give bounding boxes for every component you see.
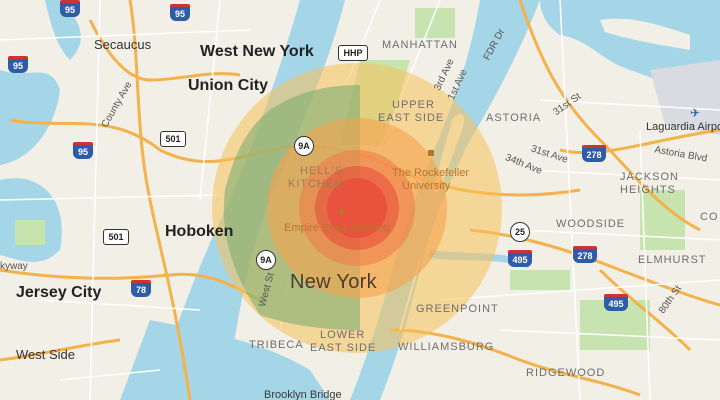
fireball-core	[327, 178, 387, 238]
laguardia-airport-area	[650, 60, 720, 135]
label-heights: HEIGHTS	[620, 184, 676, 196]
label-upper: UPPER	[392, 99, 435, 111]
shield-i95-mid: 95	[73, 142, 93, 159]
bqe-north	[518, 0, 701, 232]
label-empire-state: Empire State Building	[284, 222, 390, 234]
label-hells: HELL'S	[300, 165, 343, 177]
park-queens	[640, 190, 685, 250]
label-greenpoint: GREENPOINT	[416, 303, 499, 315]
label-tribeca: TRIBECA	[249, 339, 304, 351]
label-jersey-city: Jersey City	[16, 284, 102, 301]
label-corona: CO	[700, 211, 719, 223]
woodhaven-blvd	[598, 268, 692, 352]
label-jackson: JACKSON	[620, 171, 679, 183]
label-west-side: West Side	[16, 347, 76, 362]
empire-state-marker	[339, 209, 345, 215]
rikers-island	[600, 18, 690, 50]
label-elmhurst: ELMHURST	[638, 254, 707, 266]
shield-9a-a: 9A	[294, 136, 314, 156]
shield-i95-top: 95	[60, 0, 80, 17]
label-williamsburg: WILLIAMSBURG	[398, 341, 495, 353]
label-kitchen: KITCHEN	[288, 178, 344, 190]
shield-i95-top2: 95	[170, 4, 190, 21]
shield-i495-a: 495	[508, 250, 532, 267]
label-laguardia: Laguardia Airport	[646, 121, 720, 133]
shield-i278-a: 278	[582, 145, 606, 162]
label-west-new-york: West New York	[200, 43, 314, 60]
park-jersey	[15, 220, 45, 245]
shield-i95-left: 95	[8, 56, 28, 73]
label-union-city: Union City	[188, 77, 268, 94]
blast-zones	[212, 63, 502, 353]
label-astoria: ASTORIA	[486, 112, 542, 124]
nj-turnpike	[128, 0, 192, 400]
long-island-sound	[540, 0, 720, 89]
airport-icon: ✈	[690, 106, 701, 120]
label-manhattan: MANHATTAN	[382, 39, 458, 51]
hackensack-river	[0, 70, 60, 165]
label-lower: LOWER	[320, 329, 366, 341]
rockefeller-marker	[428, 150, 434, 156]
shield-us501-b: 501	[103, 229, 129, 245]
label-east-side-lower: EAST SIDE	[310, 342, 377, 354]
shield-i278-b: 278	[573, 246, 597, 263]
label-hoboken: Hoboken	[165, 223, 234, 240]
shield-i495-b: 495	[604, 294, 628, 311]
shield-9a-b: 9A	[256, 250, 276, 270]
shield-i78: 78	[131, 280, 151, 297]
shield-25: 25	[510, 222, 530, 242]
label-east-side: EAST SIDE	[378, 112, 445, 124]
label-rockefeller-2: University	[402, 180, 451, 192]
label-secaucus: Secaucus	[94, 37, 152, 52]
label-brooklyn-bridge: Brooklyn Bridge	[264, 389, 342, 400]
shield-hhp: HHP	[338, 45, 368, 61]
jersey-route	[0, 338, 121, 362]
upper-bay	[120, 320, 330, 400]
label-skyway: kyway	[0, 261, 28, 272]
route-78	[0, 268, 261, 302]
label-new-york: New York	[290, 271, 377, 293]
label-woodside: WOODSIDE	[556, 218, 626, 230]
label-rockefeller-1: The Rockefeller	[392, 167, 470, 179]
shield-us501-a: 501	[160, 131, 186, 147]
park-calvary	[510, 270, 570, 290]
astoria-blvd-hwy	[559, 128, 720, 155]
label-ridgewood: RIDGEWOOD	[526, 367, 606, 379]
